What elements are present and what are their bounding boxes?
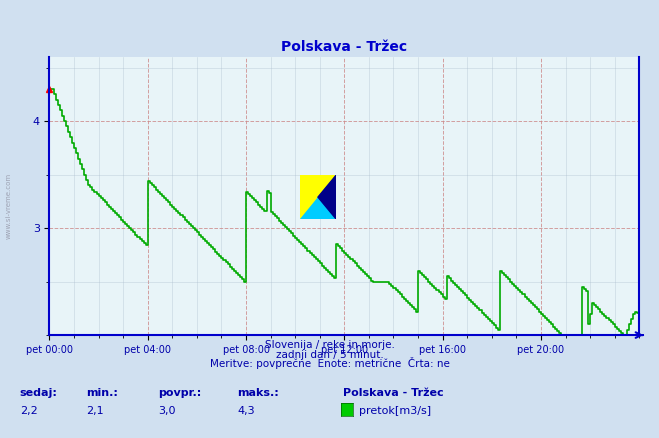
- Text: sedaj:: sedaj:: [20, 389, 57, 399]
- Text: Polskava - Tržec: Polskava - Tržec: [343, 389, 444, 399]
- Text: 3,0: 3,0: [158, 406, 176, 416]
- Text: maks.:: maks.:: [237, 389, 279, 399]
- Text: zadnji dan / 5 minut.: zadnji dan / 5 minut.: [275, 350, 384, 360]
- Polygon shape: [318, 175, 336, 219]
- Text: pretok[m3/s]: pretok[m3/s]: [359, 406, 431, 416]
- Text: www.si-vreme.com: www.si-vreme.com: [5, 173, 12, 239]
- Text: 2,1: 2,1: [86, 406, 103, 416]
- Text: 4,3: 4,3: [237, 406, 255, 416]
- Polygon shape: [300, 175, 336, 219]
- Text: Meritve: povprečne  Enote: metrične  Črta: ne: Meritve: povprečne Enote: metrične Črta:…: [210, 357, 449, 370]
- Text: Slovenija / reke in morje.: Slovenija / reke in morje.: [264, 340, 395, 350]
- Polygon shape: [300, 175, 336, 219]
- Text: povpr.:: povpr.:: [158, 389, 202, 399]
- Title: Polskava - Tržec: Polskava - Tržec: [281, 40, 407, 54]
- Text: 2,2: 2,2: [20, 406, 38, 416]
- Text: min.:: min.:: [86, 389, 117, 399]
